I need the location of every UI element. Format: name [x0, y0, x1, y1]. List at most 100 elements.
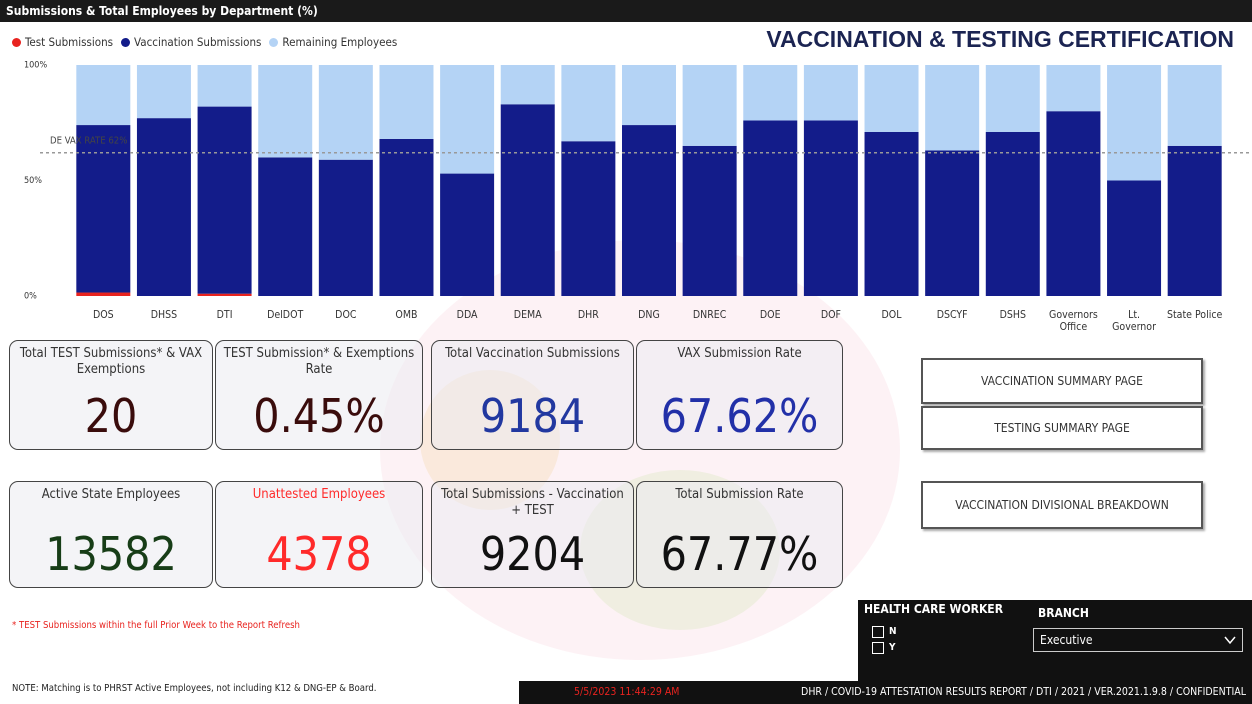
- x-tick-label: DSCYF: [923, 309, 981, 321]
- x-tick-label: DNG: [620, 309, 678, 321]
- bar-segment: [804, 120, 858, 296]
- card-label: Total Submissions - Vaccination + TEST: [438, 487, 627, 519]
- bar-segment: [258, 157, 312, 296]
- filter-option[interactable]: N: [872, 624, 897, 640]
- branch-value: Executive: [1040, 633, 1093, 647]
- bar-segment: [501, 65, 555, 104]
- x-tick-label: DOL: [863, 309, 921, 321]
- nav-button[interactable]: VACCINATION SUMMARY PAGE: [921, 358, 1203, 404]
- card-label: Total Submission Rate: [643, 487, 836, 503]
- x-tick-label: DSHS: [984, 309, 1042, 321]
- bar-segment: [137, 118, 191, 296]
- y-tick-label: 0%: [24, 292, 37, 302]
- nav-button[interactable]: TESTING SUMMARY PAGE: [921, 406, 1203, 450]
- bar-segment: [683, 146, 737, 296]
- nav-button[interactable]: VACCINATION DIVISIONAL BREAKDOWN: [921, 481, 1203, 529]
- x-tick-label: DNREC: [681, 309, 739, 321]
- card-label: Total TEST Submissions* & VAX Exemptions: [16, 346, 206, 378]
- x-tick-label: DelDOT: [256, 309, 314, 321]
- x-tick-label: Lt. Governor: [1105, 309, 1163, 333]
- y-tick-label: 100%: [24, 61, 47, 71]
- bar-segment: [198, 65, 252, 107]
- x-tick-label: DHSS: [135, 309, 193, 321]
- card-label: TEST Submission* & Exemptions Rate: [222, 346, 416, 378]
- reference-label: DE VAX RATE 62%: [50, 135, 127, 146]
- card-label: Unattested Employees: [222, 487, 416, 503]
- x-tick-label: OMB: [377, 309, 435, 321]
- timestamp: 5/5/2023 11:44:29 AM: [574, 681, 679, 704]
- bar-segment: [986, 65, 1040, 132]
- filter-options: NY: [872, 624, 897, 656]
- filter-title: HEALTH CARE WORKER: [864, 602, 1003, 616]
- kpi-card: Total Submission Rate 67.77%: [636, 481, 843, 588]
- bar-segment: [137, 65, 191, 118]
- bar-segment: [622, 125, 676, 296]
- kpi-card: VAX Submission Rate 67.62%: [636, 340, 843, 450]
- bar-segment: [1107, 65, 1161, 181]
- bar-segment: [865, 132, 919, 296]
- x-tick-label: DOC: [317, 309, 375, 321]
- bar-segment: [561, 141, 615, 296]
- dashboard: Submissions & Total Employees by Departm…: [0, 0, 1252, 704]
- card-label: VAX Submission Rate: [643, 346, 836, 362]
- kpi-card: TEST Submission* & Exemptions Rate0.45%: [215, 340, 423, 450]
- bar-segment: [1168, 146, 1222, 296]
- bar-segment: [1046, 65, 1100, 111]
- bar-segment: [379, 65, 433, 139]
- x-tick-label: DTI: [196, 309, 254, 321]
- bar-segment: [76, 125, 130, 292]
- y-tick-label: 50%: [24, 176, 42, 186]
- card-value: 20: [10, 389, 212, 443]
- branch-label: BRANCH: [1038, 606, 1089, 620]
- filter-panel: HEALTH CARE WORKER NY BRANCH Executive: [858, 600, 1252, 681]
- bar-segment: [1046, 111, 1100, 296]
- card-value: 4378: [216, 527, 422, 581]
- x-tick-label: DEMA: [499, 309, 557, 321]
- x-tick-label: DOS: [74, 309, 132, 321]
- card-value: 9184: [432, 389, 633, 443]
- bar-segment: [1168, 65, 1222, 146]
- card-value: 67.62%: [637, 389, 842, 443]
- checkbox: [872, 626, 884, 638]
- bar-segment: [76, 65, 130, 125]
- kpi-card: Total Submissions - Vaccination + TEST 92…: [431, 481, 634, 588]
- bar-segment: [865, 65, 919, 132]
- bar-segment: [198, 107, 252, 294]
- card-label: Total Vaccination Submissions: [438, 346, 627, 362]
- bar-segment: [198, 294, 252, 296]
- card-value: 13582: [10, 527, 212, 581]
- card-value: 67.77%: [637, 527, 842, 581]
- x-tick-label: DHR: [559, 309, 617, 321]
- bar-segment: [561, 65, 615, 141]
- bar-segment: [501, 104, 555, 296]
- card-value: 9204: [432, 527, 633, 581]
- kpi-card: Total TEST Submissions* & VAX Exemptions…: [9, 340, 213, 450]
- checkbox: [872, 642, 884, 654]
- bar-segment: [925, 150, 979, 296]
- bar-segment: [258, 65, 312, 157]
- bar-segment: [683, 65, 737, 146]
- x-tick-label: DOF: [802, 309, 860, 321]
- footnote: * TEST Submissions within the full Prior…: [12, 620, 300, 631]
- x-tick-label: DOE: [741, 309, 799, 321]
- x-tick-label: State Police: [1166, 309, 1224, 321]
- bar-segment: [804, 65, 858, 120]
- footer-text: DHR / COVID-19 ATTESTATION RESULTS REPOR…: [801, 681, 1246, 704]
- footer: 5/5/2023 11:44:29 AM DHR / COVID-19 ATTE…: [519, 681, 1252, 704]
- bar-segment: [319, 65, 373, 160]
- chart: 0% 50% 100% DE VAX RATE 62%: [0, 0, 1252, 340]
- option-label: Y: [889, 640, 896, 656]
- bar-segment: [440, 174, 494, 296]
- bar-segment: [986, 132, 1040, 296]
- dropdown-arrow: [1224, 635, 1236, 645]
- bar-segment: [925, 65, 979, 150]
- branch-dropdown[interactable]: Executive: [1033, 628, 1243, 652]
- bar-segment: [319, 160, 373, 296]
- bar-segment: [622, 65, 676, 125]
- bar-segment: [440, 65, 494, 174]
- bar-segment: [379, 139, 433, 296]
- option-label: N: [889, 624, 897, 640]
- kpi-card: Total Vaccination Submissions 9184: [431, 340, 634, 450]
- kpi-card: Unattested Employees 4378: [215, 481, 423, 588]
- filter-option[interactable]: Y: [872, 640, 897, 656]
